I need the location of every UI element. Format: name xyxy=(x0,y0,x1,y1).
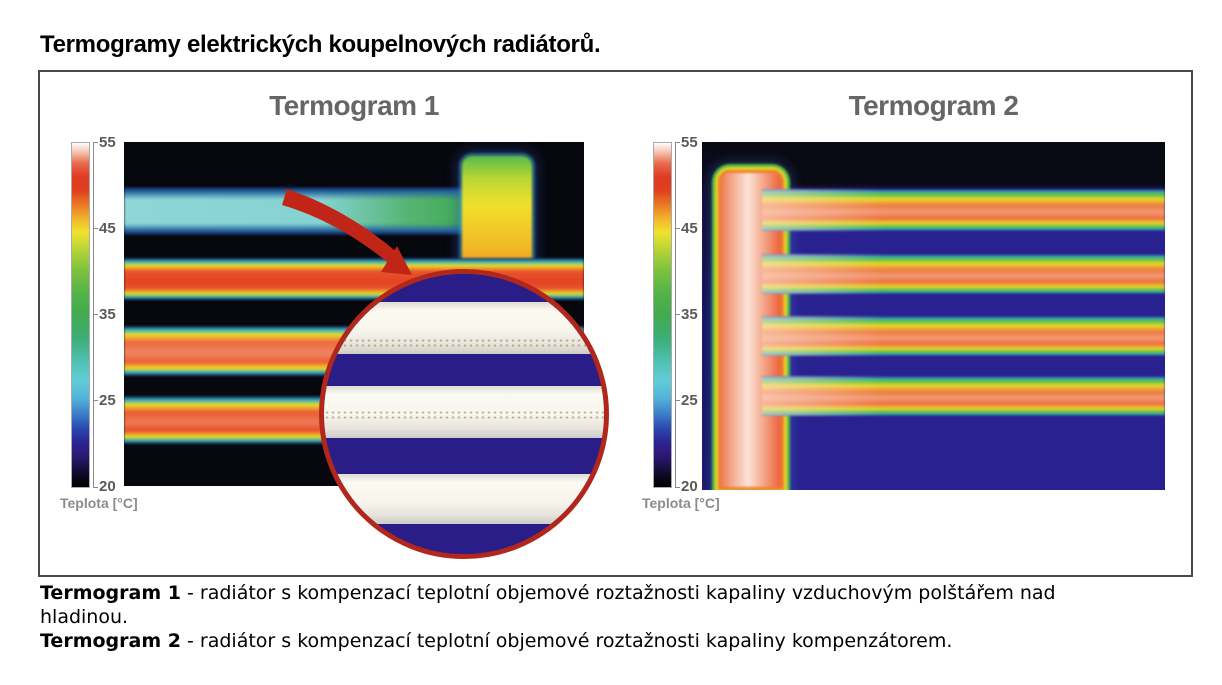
scale-tick-label: 55 xyxy=(99,134,116,151)
caption-1-text: - radiátor s kompenzací teplotní objemov… xyxy=(40,582,1056,628)
magnifier-inset-photo xyxy=(319,269,609,559)
inset-background-stripe xyxy=(324,354,604,386)
tick-mark xyxy=(675,487,680,488)
colorbar-labels-right: 55 45 35 25 20 xyxy=(681,72,721,575)
temperature-axis-label-right: Teplota [°C] xyxy=(642,495,720,511)
radiator-tube-hot xyxy=(762,376,1165,416)
temperature-colorbar-right xyxy=(653,142,672,488)
panel-heading-termogram-1: Termogram 1 xyxy=(269,90,439,121)
caption-2: Termogram 2 - radiátor s kompenzací tepl… xyxy=(40,630,952,652)
inset-tube-stripe xyxy=(324,386,604,438)
scale-tick-label: 45 xyxy=(99,220,116,237)
inset-background-stripe xyxy=(324,438,604,474)
tick-mark xyxy=(675,400,680,401)
scale-tick-label: 25 xyxy=(99,392,116,409)
scale-tick-label: 55 xyxy=(681,134,698,151)
caption-2-term: Termogram 2 xyxy=(40,630,181,652)
inset-tube-stripe xyxy=(324,302,604,354)
tick-mark xyxy=(93,228,98,229)
tick-mark xyxy=(93,487,98,488)
caption-1: Termogram 1 - radiátor s kompenzací tepl… xyxy=(40,582,1056,628)
inset-background-stripe xyxy=(324,524,604,554)
tick-mark xyxy=(675,314,680,315)
tick-mark xyxy=(93,314,98,315)
scale-tick-label: 20 xyxy=(681,478,698,495)
tick-mark xyxy=(675,228,680,229)
deposit-speckles xyxy=(324,338,604,347)
temperature-axis-label-left: Teplota [°C] xyxy=(60,495,138,511)
background-strip xyxy=(702,142,720,490)
colorbar-tick-rail-left xyxy=(93,142,98,488)
inset-background-stripe xyxy=(324,274,604,302)
radiator-tube-hot xyxy=(762,189,1165,231)
caption-2-text: - radiátor s kompenzací teplotní objemov… xyxy=(180,630,953,652)
deposit-speckles xyxy=(324,410,604,419)
temperature-colorbar-left xyxy=(71,142,90,488)
scale-tick-label: 20 xyxy=(99,478,116,495)
scale-tick-label: 35 xyxy=(681,306,698,323)
page-title: Termogramy elektrických koupelnových rad… xyxy=(40,31,601,58)
inset-tube-stripe xyxy=(324,474,604,524)
panel-heading-termogram-2: Termogram 2 xyxy=(848,90,1019,121)
radiator-tube-hot xyxy=(762,316,1165,356)
scale-tick-label: 45 xyxy=(681,220,698,237)
tick-mark xyxy=(675,142,680,143)
radiator-tube-hot xyxy=(762,254,1165,294)
scale-tick-label: 35 xyxy=(99,306,116,323)
tick-mark xyxy=(93,400,98,401)
colorbar-tick-rail-right xyxy=(675,142,680,488)
colorbar-labels-left: 55 45 35 25 20 xyxy=(99,72,139,575)
figure-box: Termogram 1 Termogram 2 55 45 35 25 20 T… xyxy=(38,70,1193,577)
scale-tick-label: 25 xyxy=(681,392,698,409)
caption-1-term: Termogram 1 xyxy=(40,582,181,604)
figure-captions: Termogram 1 - radiátor s kompenzací tepl… xyxy=(40,581,1070,653)
tick-mark xyxy=(93,142,98,143)
thermogram-2-image xyxy=(702,142,1165,490)
radiator-tube-cool xyxy=(124,187,480,235)
